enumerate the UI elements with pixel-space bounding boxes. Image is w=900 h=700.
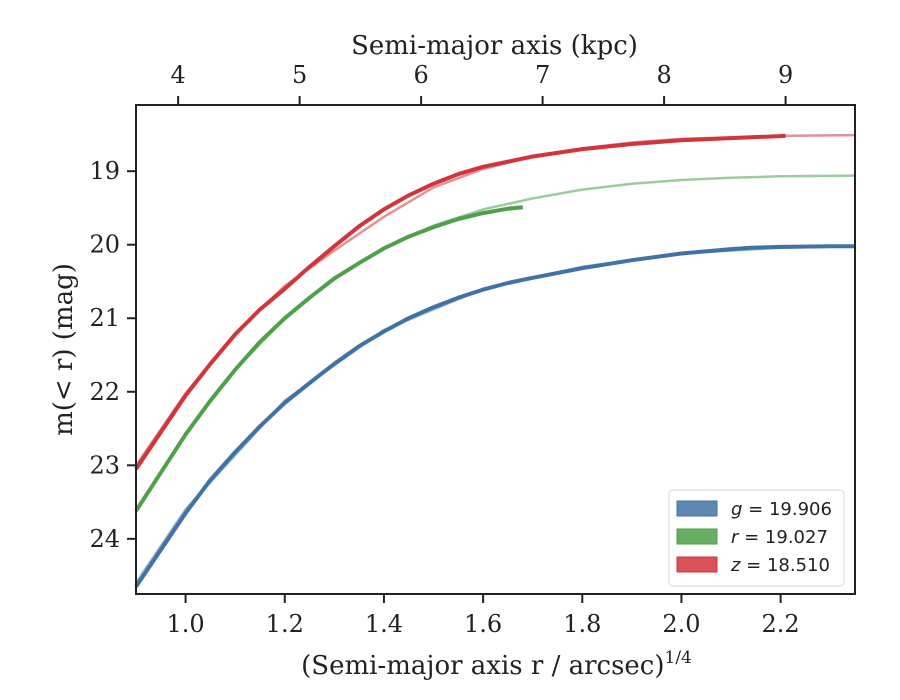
left-axis: 19 20 21 22 23 24: [89, 157, 136, 553]
model-curve-z: [134, 133, 856, 467]
y-tick-label: 24: [89, 525, 120, 553]
top-tick-label: 5: [292, 61, 307, 89]
legend-swatch-g: [676, 500, 718, 517]
legend-label-r: r = 19.027: [731, 527, 828, 548]
data-curve-g: [134, 244, 855, 588]
top-tick-label: 7: [535, 61, 550, 89]
y-tick-label: 20: [89, 231, 120, 259]
top-tick-label: 6: [413, 61, 428, 89]
legend-label-g: g = 19.906: [731, 499, 832, 520]
x-tick-label: 1.2: [266, 610, 304, 638]
data-curve-z: [134, 133, 786, 471]
x-tick-label: 1.6: [464, 610, 502, 638]
model-curve-r: [134, 174, 856, 511]
y-tick-label: 21: [89, 304, 120, 332]
x-tick-label: 1.0: [167, 610, 205, 638]
top-axis: 4 5 6 7 8 9: [171, 61, 793, 105]
data-curves: [134, 133, 855, 588]
data-curve-r: [134, 205, 524, 512]
legend-label-z: z = 18.510: [730, 555, 830, 576]
top-tick-label: 4: [171, 61, 186, 89]
legend-swatch-r: [676, 528, 718, 545]
y-tick-label: 19: [89, 157, 120, 185]
x-axis-title-text: (Semi-major axis r / arcsec): [301, 651, 664, 681]
y-tick-label: 23: [89, 451, 120, 479]
top-axis-title: Semi-major axis (kpc): [351, 31, 638, 61]
x-tick-label: 2.0: [662, 610, 700, 638]
bottom-axis: 1.0 1.2 1.4 1.6 1.8 2.0 2.2: [167, 594, 800, 638]
y-tick-label: 22: [89, 378, 120, 406]
x-tick-label: 1.4: [365, 610, 403, 638]
legend: g = 19.906 r = 19.027 z = 18.510: [668, 489, 845, 587]
top-tick-label: 9: [778, 61, 793, 89]
x-tick-label: 1.8: [563, 610, 601, 638]
plot-frame: [135, 104, 856, 595]
top-tick-label: 8: [656, 61, 671, 89]
x-axis-title-exponent: 1/4: [665, 648, 692, 668]
x-tick-label: 2.2: [762, 610, 800, 638]
x-axis-title: (Semi-major axis r / arcsec)1/4: [301, 648, 692, 681]
y-axis-title: m(< r) (mag): [49, 263, 79, 436]
legend-swatch-z: [676, 556, 718, 573]
